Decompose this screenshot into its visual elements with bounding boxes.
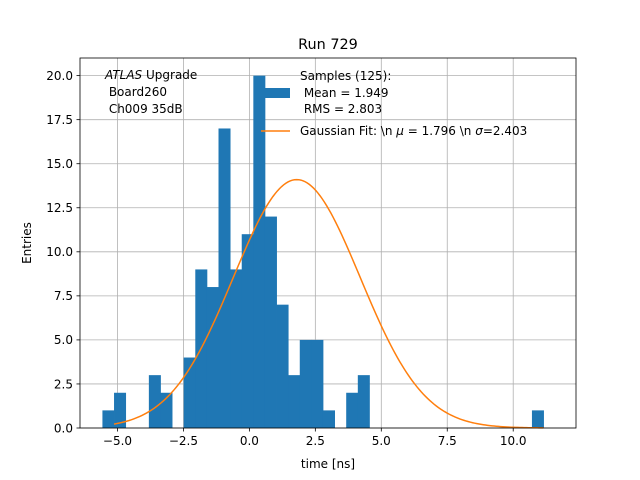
histogram-bar <box>288 375 301 428</box>
legend: Samples (125): Mean = 1.949 RMS = 2.803 … <box>261 69 527 138</box>
histogram-bar <box>206 287 219 428</box>
histogram-bar <box>311 339 324 428</box>
x-tick-label: 0.0 <box>240 434 259 448</box>
histogram-bar <box>299 339 312 428</box>
x-tick-label: 2.5 <box>306 434 325 448</box>
histogram-bar <box>276 304 289 428</box>
histogram-bar <box>218 128 231 428</box>
legend-histogram-mean: Mean = 1.949 <box>300 86 389 100</box>
histogram-bar <box>241 234 254 428</box>
axis-ticks: −5.0 −2.5 0.0 2.5 5.0 7.5 10.0 0.0 2.5 5.0 7.5 10.0… <box>46 69 526 448</box>
y-tick-label: 10.0 <box>46 245 73 259</box>
x-tick-label: −5.0 <box>103 434 132 448</box>
histogram-bar <box>102 410 115 428</box>
chart-title: Run 729 <box>298 37 358 53</box>
y-axis-label: Entries <box>20 222 34 264</box>
histogram-bar <box>253 75 266 428</box>
histogram-bar <box>183 357 196 428</box>
x-tick-label: 7.5 <box>438 434 457 448</box>
annotation-line-1: ATLAS Upgrade <box>104 68 197 82</box>
y-tick-label: 17.5 <box>46 113 73 127</box>
y-tick-label: 0.0 <box>54 421 73 435</box>
histogram-bar <box>346 392 359 428</box>
x-axis-label: time [ns] <box>301 457 355 471</box>
histogram-bar <box>531 410 544 428</box>
legend-histogram-rms: RMS = 2.803 <box>300 102 382 116</box>
y-tick-label: 15.0 <box>46 157 73 171</box>
histogram-bar <box>322 410 335 428</box>
annotation-text: ATLAS Upgrade Board260 Ch009 35dB <box>104 68 197 116</box>
legend-fit-mid: = 1.796 \n <box>404 124 475 138</box>
x-tick-label: 5.0 <box>372 434 391 448</box>
legend-histogram-line-1: Samples (125): <box>300 69 391 83</box>
histogram-bars <box>102 75 544 428</box>
x-tick-label: 10.0 <box>500 434 527 448</box>
legend-fit-prefix: Gaussian Fit: \n <box>300 124 396 138</box>
histogram-bar <box>230 269 243 428</box>
y-tick-label: 20.0 <box>46 69 73 83</box>
annotation-line-3: Ch009 35dB <box>105 102 183 116</box>
legend-fit-sigma: σ <box>475 124 483 138</box>
axes-frame <box>79 57 577 429</box>
annotation-upgrade: Upgrade <box>142 68 197 82</box>
y-tick-label: 2.5 <box>54 377 73 391</box>
gaussian-fit-curve <box>113 178 544 429</box>
y-tick-label: 12.5 <box>46 201 73 215</box>
histogram-bar <box>357 375 370 428</box>
legend-fit-mu: μ <box>395 124 404 138</box>
x-tick-label: −2.5 <box>169 434 198 448</box>
y-tick-label: 7.5 <box>54 289 73 303</box>
histogram-bar <box>114 392 127 428</box>
legend-fit-label: Gaussian Fit: \n μ = 1.796 \n σ=2.403 <box>300 124 527 138</box>
annotation-line-2: Board260 <box>105 85 167 99</box>
histogram-bar <box>264 216 277 428</box>
y-tick-label: 5.0 <box>54 333 73 347</box>
annotation-atlas: ATLAS <box>104 68 143 82</box>
legend-fit-suffix: =2.403 <box>483 124 527 138</box>
histogram-bar <box>148 375 161 428</box>
legend-histogram-swatch <box>261 88 290 98</box>
